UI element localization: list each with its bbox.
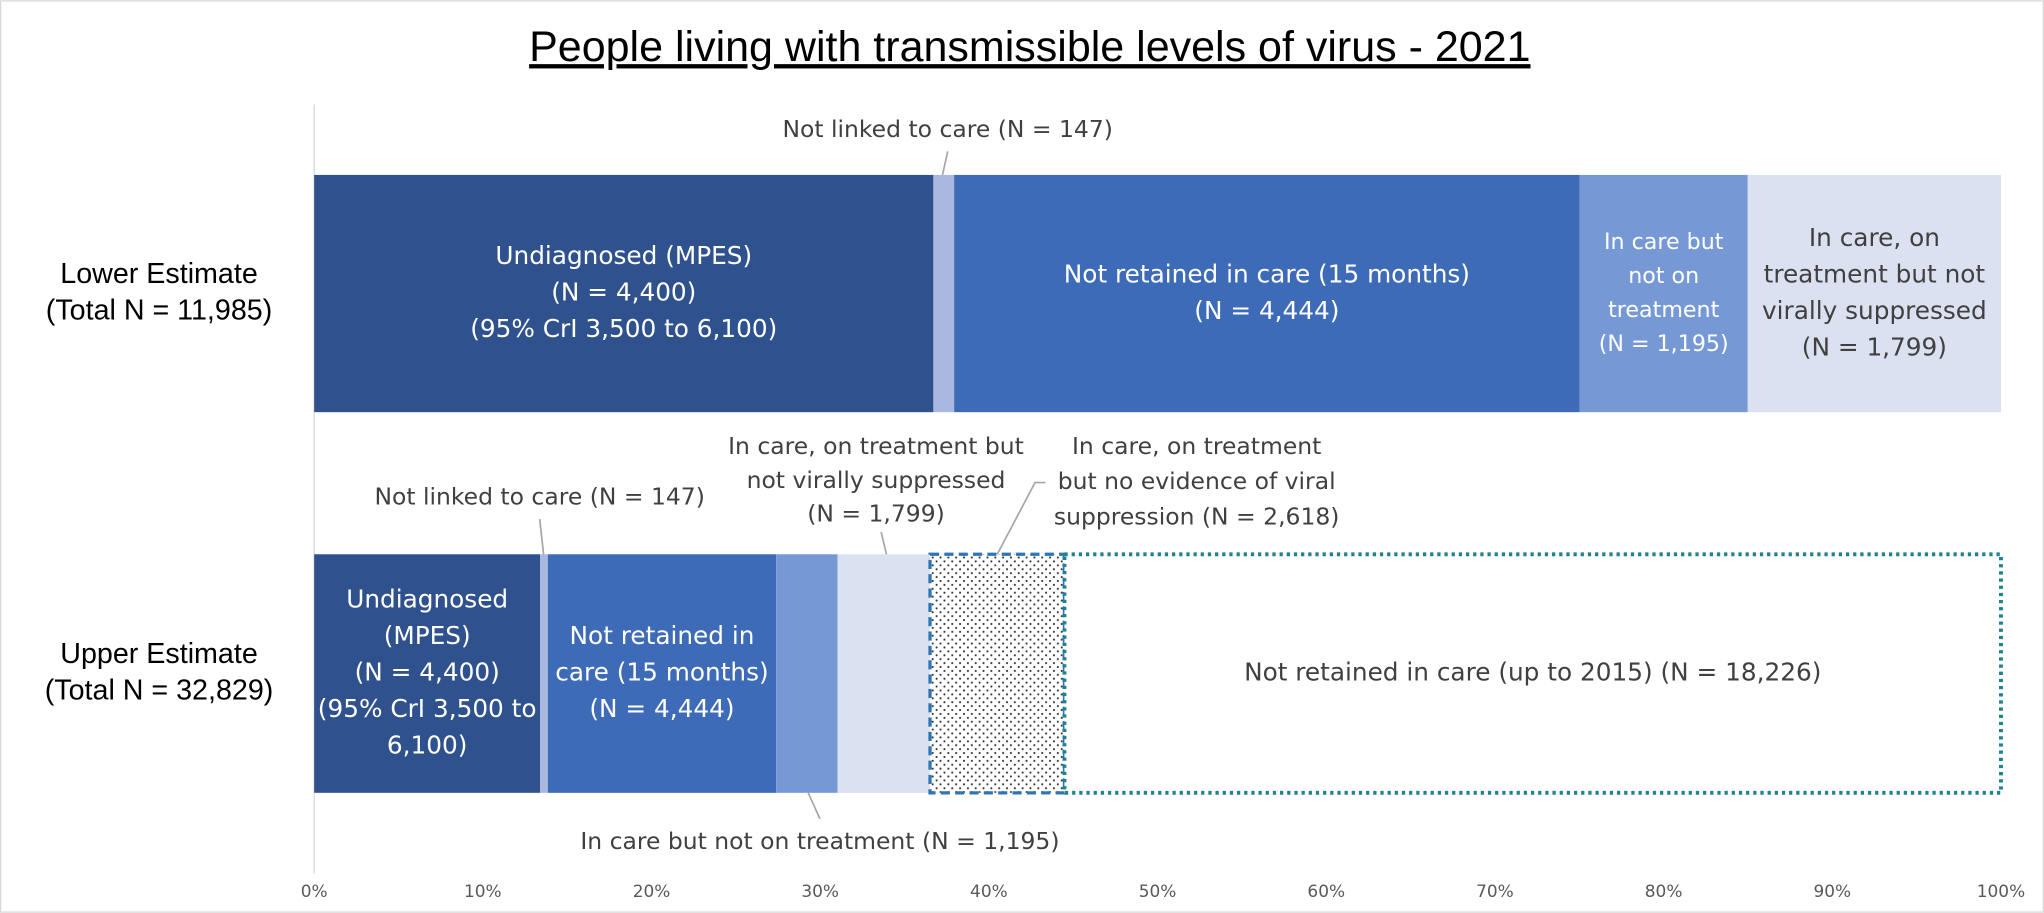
bar-segment: [933, 174, 955, 413]
value-label: not virally suppressed: [747, 466, 1006, 494]
x-tick-label: 60%: [1307, 881, 1345, 901]
leader-line: [941, 151, 949, 176]
bar-segment: [1579, 174, 1748, 413]
value-label: (95% CrI 3,500 to: [318, 694, 537, 723]
category-label: Upper Estimate: [60, 638, 258, 670]
value-label: (N = 1,799): [1802, 332, 1947, 361]
category-label: (Total N = 11,985): [46, 294, 272, 326]
value-label: In care, on: [1809, 223, 1940, 252]
bar-segment: [1747, 174, 2001, 413]
value-label: Not linked to care (N = 147): [782, 115, 1112, 143]
value-label: Undiagnosed: [346, 585, 508, 614]
value-label: (N = 4,400): [551, 278, 696, 307]
value-label: Not retained in care (up to 2015) (N = 1…: [1244, 658, 1821, 687]
value-label: Not retained in care (15 months): [1064, 259, 1470, 288]
value-label: (MPES): [384, 621, 471, 650]
category-label: (Total N = 32,829): [45, 674, 274, 706]
bar-segment: [837, 554, 931, 793]
value-label: care (15 months): [555, 658, 768, 687]
value-label: In care but: [1604, 229, 1724, 255]
value-label: treatment but not: [1764, 259, 1986, 288]
value-label: treatment: [1608, 297, 1719, 323]
value-label: 6,100): [387, 731, 468, 760]
value-label: not on: [1628, 263, 1699, 289]
value-label: In care but not on treatment (N = 1,195): [580, 827, 1059, 855]
leader-line: [538, 518, 545, 555]
value-label: Not linked to care (N = 147): [374, 483, 704, 511]
bar-segment: [540, 554, 548, 793]
leader-line: [996, 481, 1046, 555]
x-tick-label: 10%: [464, 881, 502, 901]
value-label: virally suppressed: [1762, 296, 1987, 325]
bar-segment: [314, 554, 541, 793]
bar-segment: [928, 552, 1067, 795]
x-tick-label: 90%: [1813, 881, 1851, 901]
chart-title: People living with transmissible levels …: [529, 23, 1530, 71]
value-label: Undiagnosed (MPES): [495, 241, 752, 270]
value-label: suppression (N = 2,618): [1054, 502, 1340, 530]
x-tick-label: 70%: [1476, 881, 1514, 901]
bar-segment: [776, 554, 838, 793]
value-label: (N = 1,799): [807, 500, 945, 528]
value-label: Not retained in: [570, 621, 755, 650]
leader-line: [807, 792, 821, 820]
x-tick-label: 0%: [301, 881, 328, 901]
value-label: (N = 4,444): [1194, 296, 1339, 325]
x-tick-label: 80%: [1645, 881, 1683, 901]
x-tick-label: 20%: [633, 881, 671, 901]
bar-segment: [547, 554, 777, 793]
value-label: In care, on treatment but: [728, 432, 1024, 460]
bar-segment: [954, 174, 1580, 413]
value-label: (N = 4,444): [589, 694, 734, 723]
x-tick-label: 50%: [1139, 881, 1177, 901]
x-tick-label: 40%: [970, 881, 1008, 901]
bar-segment: [1062, 552, 2003, 795]
value-label: (95% CrI 3,500 to 6,100): [470, 314, 777, 343]
bar-segment: [314, 174, 934, 413]
category-label: Lower Estimate: [60, 258, 258, 290]
x-tick-label: 100%: [1977, 881, 2025, 901]
leader-line: [880, 531, 888, 555]
x-tick-label: 30%: [801, 881, 839, 901]
value-label: (N = 1,195): [1599, 331, 1729, 357]
value-label: (N = 4,400): [355, 658, 500, 687]
value-label: but no evidence of viral: [1058, 467, 1336, 495]
value-label: In care, on treatment: [1072, 432, 1321, 460]
